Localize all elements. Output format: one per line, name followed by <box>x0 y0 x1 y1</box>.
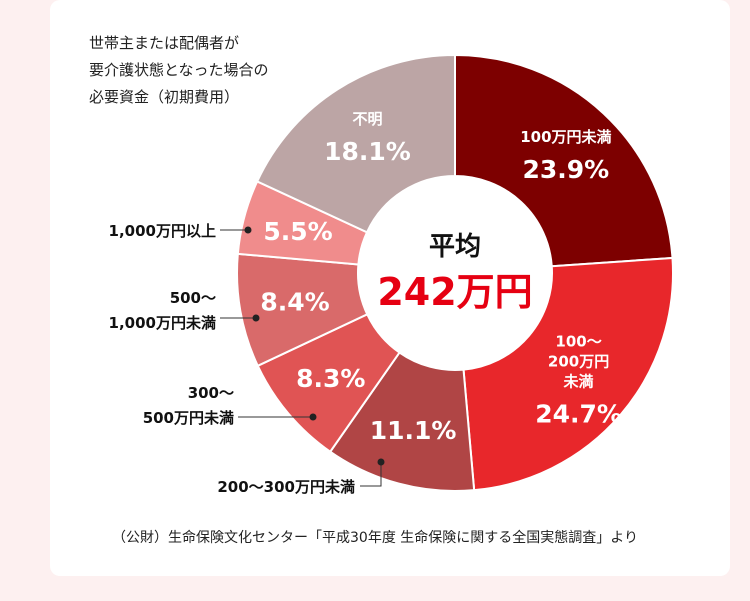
center-value: 242万円 <box>377 270 532 314</box>
outside-category-label: 200〜300万円未満 <box>217 478 355 496</box>
leader-dot <box>309 413 317 421</box>
center-label: 平均 <box>429 232 481 262</box>
slice-value-label: 18.1% <box>324 137 411 166</box>
outside-category-label: 500万円未満 <box>143 409 234 427</box>
outside-category-label: 1,000万円以上 <box>109 222 216 240</box>
title-line: 世帯主または配偶者が <box>89 34 240 52</box>
slice-category-label: 100〜 <box>555 333 601 351</box>
slice-0 <box>454 53 674 268</box>
slice-value-label: 11.1% <box>370 416 457 445</box>
slice-value-label: 8.4% <box>260 287 329 316</box>
slice-value-label: 5.5% <box>263 217 332 246</box>
slice-category-label: 未満 <box>563 373 594 391</box>
slice-6 <box>255 53 456 234</box>
source-note: （公財）生命保険文化センター「平成30年度 生命保険に関する全国実態調査」より <box>112 530 638 546</box>
chart-title: 世帯主または配偶者が 要介護状態となった場合の 必要資金（初期費用） <box>89 30 269 111</box>
slice-category-label: 100万円未満 <box>520 128 611 146</box>
slice-value-label: 23.9% <box>522 155 609 184</box>
leader-lines <box>220 226 385 487</box>
slice-category-label: 200万円 <box>548 353 609 371</box>
leader-dot <box>244 226 252 234</box>
outside-category-label: 1,000万円未満 <box>109 314 216 332</box>
leader-dot <box>252 314 260 322</box>
outside-category-label: 300〜 <box>188 384 234 402</box>
leader-dot <box>377 458 385 466</box>
title-line: 必要資金（初期費用） <box>89 88 240 106</box>
slice-value-label: 24.7% <box>535 400 622 429</box>
slice-category-label: 不明 <box>352 110 382 128</box>
leader-line <box>360 462 382 487</box>
slice-value-label: 8.3% <box>296 364 365 393</box>
title-line: 要介護状態となった場合の <box>89 61 269 79</box>
outside-category-label: 500〜 <box>170 289 216 307</box>
slice-1 <box>462 256 674 492</box>
